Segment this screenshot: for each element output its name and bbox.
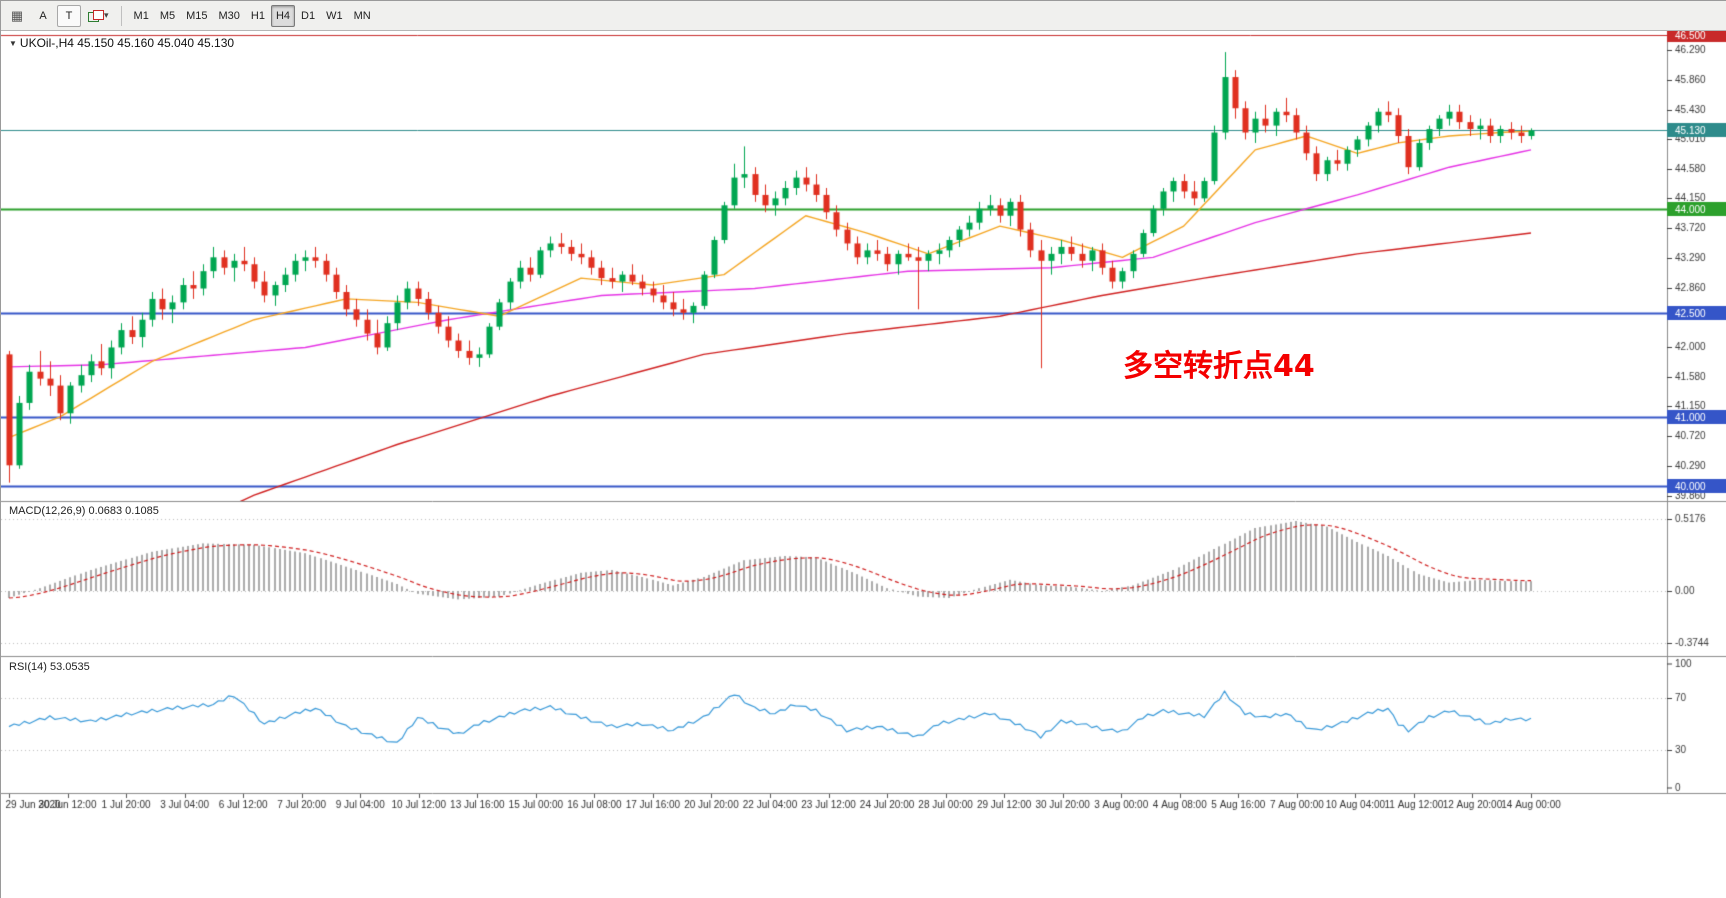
timeframe-button-m5[interactable]: M5 (155, 5, 180, 27)
toolbar-separator (120, 5, 122, 26)
chart-title-text: UKOil-,H4 45.150 45.160 45.040 45.130 (19, 36, 235, 50)
rsi-indicator-label: RSI(14) 53.0535 (9, 661, 90, 673)
text-label-tool-button[interactable]: T (57, 4, 81, 27)
toolbar: ▦ A T ▾ M1 M5 M15 M30 H1 H4 D1 W1 MN (1, 1, 1726, 31)
timeframe-button-h4[interactable]: H4 (270, 4, 296, 27)
timeframe-button-group: M1 M5 M15 M30 H1 H4 D1 W1 MN (129, 4, 376, 27)
timeframe-button-h1[interactable]: H1 (246, 5, 270, 27)
chart-area: ▼ UKOil-,H4 45.150 45.160 45.040 45.130 M… (1, 31, 1726, 898)
shapes-icon (88, 9, 104, 22)
text-tool-button[interactable]: A (31, 5, 55, 27)
macd-indicator-label: MACD(12,26,9) 0.0683 0.1085 (9, 505, 159, 517)
timeframe-button-m1[interactable]: M1 (129, 5, 154, 27)
timeframe-button-d1[interactable]: D1 (296, 5, 320, 27)
collapse-triangle-icon[interactable]: ▼ (9, 39, 17, 49)
chevron-down-icon: ▾ (104, 10, 109, 20)
charts-grid-button[interactable]: ▦ (5, 5, 29, 27)
charts-grid-icon: ▦ (10, 8, 24, 23)
annotation-text[interactable]: 多空转折点44 (1123, 349, 1315, 384)
price-chart-canvas[interactable] (1, 31, 1726, 898)
chart-title: ▼ UKOil-,H4 45.150 45.160 45.040 45.130 (9, 36, 234, 50)
timeframe-button-m30[interactable]: M30 (214, 5, 245, 27)
timeframe-button-w1[interactable]: W1 (321, 5, 348, 27)
drawing-tools-dropdown[interactable]: ▾ (83, 5, 114, 27)
timeframe-button-m15[interactable]: M15 (181, 5, 212, 27)
timeframe-button-mn[interactable]: MN (349, 5, 376, 27)
